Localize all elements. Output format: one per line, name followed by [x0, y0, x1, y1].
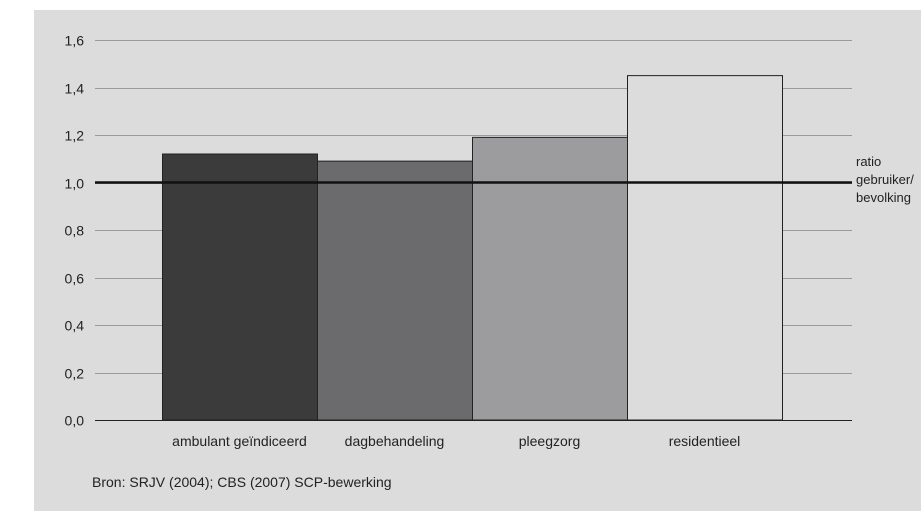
- y-tick-label: 1,6: [65, 33, 85, 49]
- y-tick-label: 0,4: [65, 318, 85, 334]
- reference-line: ratio gebruiker/bevolking: [95, 154, 914, 205]
- x-tick-labels: ambulant geïndiceerd dagbehandeling pleegz…: [172, 433, 740, 449]
- x-tick-label: dagbehandeling: [345, 433, 445, 449]
- y-tick-label: 0,2: [65, 366, 85, 382]
- y-tick-label: 0,0: [65, 413, 85, 429]
- y-tick-labels: 0,0 0,2 0,4 0,6 0,8 1,0 1,2 1,4 1,6: [65, 33, 85, 429]
- bar-4: [627, 75, 783, 421]
- x-tick-label: pleegzorg: [519, 433, 581, 449]
- reference-line-label: gebruiker/: [856, 172, 914, 187]
- bars: [162, 75, 783, 421]
- bar-3: [472, 136, 628, 421]
- y-tick-label: 1,4: [65, 81, 85, 97]
- y-tick-label: 1,2: [65, 128, 85, 144]
- y-tick-label: 0,6: [65, 271, 85, 287]
- y-tick-label: 1,0: [65, 176, 85, 192]
- x-tick-label: residentieel: [669, 433, 741, 449]
- reference-line-label: ratio: [856, 154, 881, 169]
- x-tick-label: ambulant geïndiceerd: [172, 433, 307, 449]
- source-note: Bron: SRJV (2004); CBS (2007) SCP-bewerk…: [92, 474, 392, 490]
- bar-2: [317, 160, 473, 421]
- reference-line-label: bevolking: [856, 190, 911, 205]
- y-tick-label: 0,8: [65, 223, 85, 239]
- bar-1: [162, 153, 318, 421]
